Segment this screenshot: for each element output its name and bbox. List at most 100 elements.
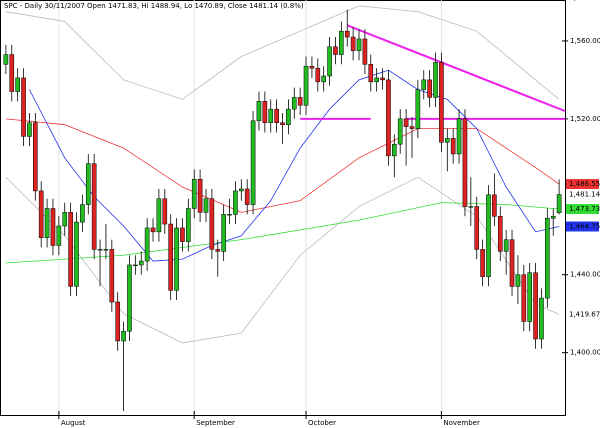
- price-label-box: [566, 204, 599, 215]
- candle-body: [386, 79, 391, 157]
- price-label: 1,486.55: [569, 180, 600, 188]
- candle-body: [374, 77, 379, 83]
- candle-body: [409, 126, 415, 129]
- candle-body: [121, 330, 126, 342]
- candle-body: [150, 227, 156, 233]
- candle-body: [186, 208, 191, 242]
- indicator-line: [5, 202, 560, 264]
- candle-body: [286, 108, 291, 125]
- candle-body: [38, 190, 44, 238]
- candle-body: [333, 46, 338, 55]
- price-label: 1,481.14: [569, 191, 600, 199]
- candle-body: [91, 163, 97, 250]
- x-tick-label: October: [308, 419, 336, 427]
- candle-body: [462, 118, 468, 207]
- candle-body: [503, 239, 509, 252]
- candle-body: [62, 212, 68, 227]
- y-tick-label: 1,440.00: [570, 271, 600, 279]
- candle-body: [380, 77, 385, 81]
- candle-body: [133, 264, 138, 267]
- candle-body: [85, 163, 91, 205]
- candle-body: [362, 38, 368, 65]
- candle-body: [556, 194, 562, 213]
- candle-body: [138, 260, 144, 266]
- candle-body: [439, 62, 444, 143]
- candle-body: [262, 101, 268, 123]
- candle-body: [421, 79, 427, 90]
- candle-body: [427, 79, 432, 98]
- candle-body: [109, 249, 115, 303]
- candle-body: [492, 194, 497, 217]
- candle-body: [197, 178, 203, 213]
- candle-body: [291, 97, 297, 110]
- x-tick-label: November: [443, 419, 480, 427]
- price-label: 1,581.93: [569, 0, 600, 2]
- candle-body: [103, 249, 109, 251]
- plot-frame: [0, 0, 566, 416]
- y-tick-label: 1,520.00: [570, 115, 600, 123]
- candle-body: [21, 77, 26, 137]
- candle-body: [356, 38, 362, 51]
- candle-body: [456, 118, 462, 155]
- candle-body: [497, 216, 503, 252]
- candle-body: [392, 143, 397, 157]
- candle-body: [397, 118, 403, 145]
- candle-body: [3, 54, 9, 65]
- candle-body: [480, 249, 485, 277]
- candle-body: [27, 122, 32, 137]
- candle-body: [433, 62, 438, 98]
- x-tick-label: September: [196, 419, 235, 427]
- candle-body: [515, 274, 521, 287]
- candle-body: [550, 216, 556, 219]
- price-label-box: [566, 221, 599, 232]
- candle-body: [344, 30, 350, 38]
- candle-body: [68, 212, 73, 287]
- candle-body: [74, 221, 79, 287]
- indicator-line: [29, 69, 560, 262]
- candle-body: [9, 54, 15, 92]
- candle-body: [162, 198, 168, 225]
- candle-body: [474, 206, 480, 250]
- indicator-line: [5, 176, 560, 344]
- candle-body: [227, 214, 232, 216]
- indicator-line: [346, 24, 566, 112]
- candle-body: [233, 190, 238, 215]
- x-tick-label: August: [61, 419, 86, 427]
- candle-body: [56, 225, 62, 246]
- candle-body: [115, 301, 121, 342]
- candle-body: [309, 65, 315, 69]
- candle-body: [127, 264, 132, 332]
- candle-body: [321, 75, 327, 83]
- candle-body: [303, 65, 309, 106]
- candle-body: [221, 214, 226, 252]
- candle-body: [509, 239, 515, 287]
- candle-body: [250, 120, 256, 205]
- candle-body: [203, 198, 209, 213]
- candle-body: [327, 46, 332, 77]
- candle-body: [297, 97, 303, 106]
- candle-body: [33, 122, 38, 192]
- candle-body: [533, 272, 538, 340]
- candle-body: [315, 67, 321, 83]
- candle-body: [274, 108, 279, 123]
- candle-body: [545, 217, 550, 299]
- candle-body: [144, 227, 150, 262]
- candle-body: [44, 208, 50, 238]
- price-label-box: [566, 179, 599, 190]
- candle-body: [80, 204, 85, 223]
- price-label: 1,464.75: [569, 222, 600, 230]
- candle-body: [339, 30, 344, 55]
- candle-body: [180, 227, 185, 242]
- candle-body: [50, 208, 56, 246]
- candle-body: [15, 77, 20, 92]
- candle-body: [156, 198, 162, 233]
- candle-body: [280, 122, 285, 125]
- candle-body: [539, 297, 544, 340]
- candle-body: [215, 249, 221, 252]
- candle-body: [256, 101, 262, 122]
- candle-body: [444, 138, 450, 143]
- candle-body: [97, 249, 103, 251]
- y-tick-label: 1,560.00: [570, 37, 600, 45]
- candle-body: [168, 223, 173, 291]
